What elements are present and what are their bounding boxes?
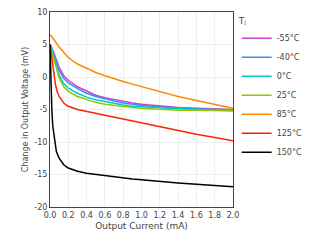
svg-text:0.0: 0.0 — [44, 211, 57, 220]
svg-text:0°C: 0°C — [277, 72, 292, 81]
svg-text:-20: -20 — [34, 203, 47, 212]
svg-text:-15: -15 — [34, 170, 47, 179]
svg-text:1.8: 1.8 — [208, 211, 221, 220]
svg-text:0.4: 0.4 — [80, 211, 93, 220]
svg-text:0.2: 0.2 — [62, 211, 75, 220]
svg-text:-55°C: -55°C — [277, 34, 300, 43]
svg-text:25°C: 25°C — [277, 91, 297, 100]
svg-text:-40°C: -40°C — [277, 53, 300, 62]
svg-text:-10: -10 — [34, 138, 47, 147]
svg-text:-5: -5 — [39, 105, 47, 114]
svg-text:1.4: 1.4 — [172, 211, 185, 220]
svg-text:0.8: 0.8 — [117, 211, 130, 220]
svg-text:Tⱼ: Tⱼ — [238, 16, 246, 26]
svg-text:85°C: 85°C — [277, 110, 297, 119]
svg-text:150°C: 150°C — [277, 148, 302, 157]
svg-text:1.0: 1.0 — [135, 211, 148, 220]
svg-text:1.6: 1.6 — [190, 211, 203, 220]
svg-text:5: 5 — [42, 40, 47, 49]
svg-text:125°C: 125°C — [277, 129, 302, 138]
svg-text:0: 0 — [42, 73, 47, 82]
svg-text:Change in Output Voltage (mV): Change in Output Voltage (mV) — [21, 47, 30, 172]
svg-text:10: 10 — [37, 8, 47, 17]
svg-text:2.0: 2.0 — [227, 211, 240, 220]
svg-text:0.6: 0.6 — [99, 211, 112, 220]
svg-text:Output Current (mA): Output Current (mA) — [95, 221, 188, 231]
svg-text:1.2: 1.2 — [153, 211, 166, 220]
